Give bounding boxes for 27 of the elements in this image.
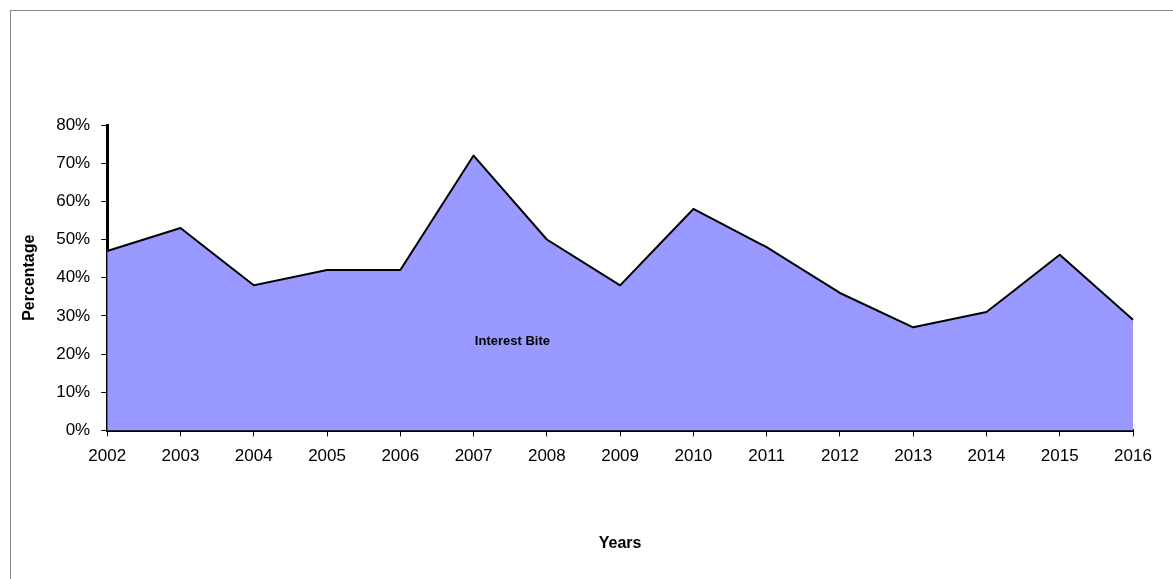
x-tick-label: 2003 <box>161 446 200 466</box>
x-tick-label: 2007 <box>454 446 493 466</box>
y-tick-label: 20% <box>56 343 91 363</box>
y-tick-label: 40% <box>56 267 91 287</box>
x-axis-title: Years <box>598 533 642 551</box>
x-tick-label: 2013 <box>894 446 933 466</box>
x-tick-label: 2016 <box>1114 446 1152 466</box>
y-tick-label: 80% <box>56 114 91 134</box>
y-tick-label: 60% <box>56 191 91 211</box>
x-tick-label: 2009 <box>601 446 640 466</box>
y-tick-label: 70% <box>56 152 91 172</box>
x-tick-label: 2005 <box>308 446 346 466</box>
x-tick-label: 2008 <box>527 446 566 466</box>
x-tick-label: 2011 <box>748 446 785 466</box>
y-axis-title: Percentage <box>20 234 38 321</box>
x-tick-label: 2012 <box>821 446 859 466</box>
y-tick-label: 10% <box>56 381 91 401</box>
x-tick-label: 2015 <box>1040 446 1079 466</box>
x-tick-label: 2002 <box>88 446 127 466</box>
y-tick-label: 50% <box>56 229 91 249</box>
y-tick-label: 30% <box>56 305 91 325</box>
series-label: Interest Bite <box>474 333 550 349</box>
y-tick-label: 0% <box>65 420 91 440</box>
x-tick-label: 2004 <box>234 446 273 466</box>
x-tick-label: 2006 <box>381 446 420 466</box>
x-tick-label: 2010 <box>674 446 713 466</box>
x-tick-label: 2014 <box>967 446 1006 466</box>
